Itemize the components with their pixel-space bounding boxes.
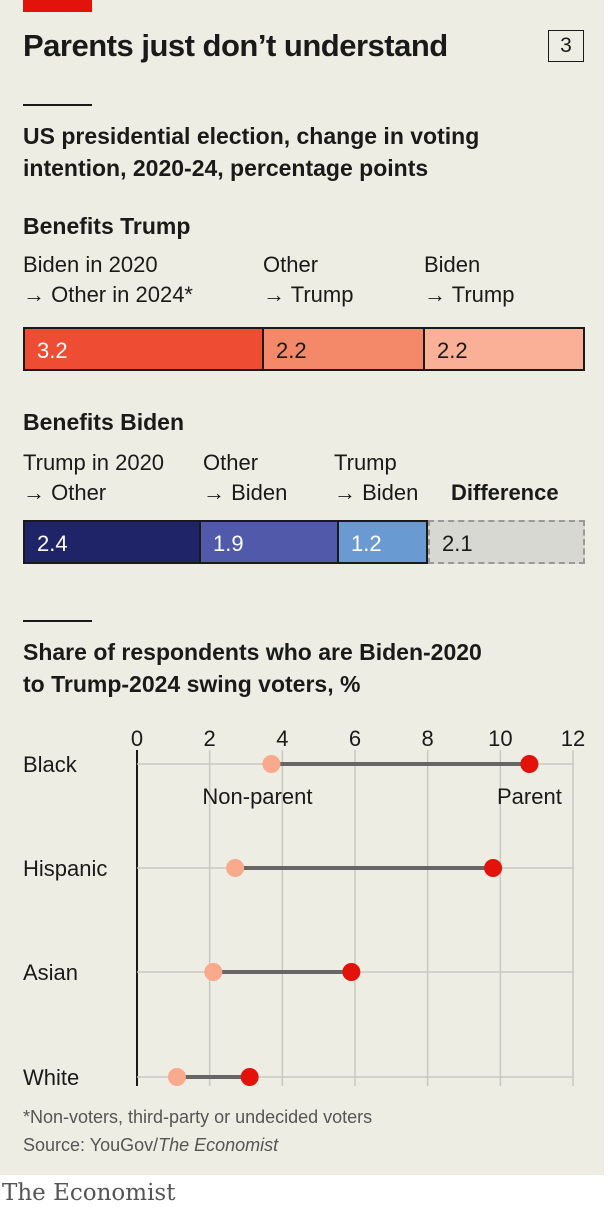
- biden-stacked-bar: 2.4 1.9 1.2 2.1: [23, 520, 585, 564]
- category-label: White: [23, 1065, 79, 1090]
- difference-label: Difference: [451, 480, 559, 505]
- category-label: Asian: [23, 960, 78, 985]
- category-label: Hispanic: [23, 856, 107, 881]
- biden-segment: 1.2: [338, 520, 428, 564]
- parent-point: [484, 859, 503, 877]
- source-publication: The Economist: [158, 1135, 279, 1155]
- chart-number: 3: [548, 30, 584, 62]
- footnote: *Non-voters, third-party or undecided vo…: [23, 1107, 373, 1127]
- chart-subtitle: US presidential election, change in voti…: [23, 123, 480, 181]
- parent-point: [240, 1068, 259, 1086]
- series-label-nonparent: Non-parent: [202, 784, 312, 809]
- divider-rule: [23, 620, 92, 622]
- biden-segment: 2.4: [23, 520, 200, 564]
- tick-label: 10: [488, 726, 512, 751]
- source-note: Source: YouGov/The Economist: [23, 1135, 278, 1156]
- trump-segment: 3.2: [23, 327, 263, 371]
- tick-label: 12: [561, 726, 585, 751]
- chart-panel: Parents just don’t understand 3 US presi…: [0, 0, 604, 1175]
- category-label: Black: [23, 752, 78, 777]
- series-label-parent: Parent: [497, 784, 562, 809]
- parent-point: [342, 963, 361, 981]
- biden-section-heading: Benefits Biden: [23, 409, 185, 435]
- tick-label: 6: [349, 726, 361, 751]
- biden-col-label: Other → Biden: [203, 450, 288, 505]
- trump-col-label: Biden → Trump: [424, 252, 515, 307]
- trump-segment: 2.2: [263, 327, 424, 371]
- parent-point: [520, 755, 539, 773]
- trump-segment: 2.2: [424, 327, 585, 371]
- nonparent-point: [204, 963, 223, 981]
- biden-col-label: Trump in 2020 → Other: [23, 450, 165, 505]
- tick-label: 4: [276, 726, 288, 751]
- trump-col-label: Other → Trump: [263, 252, 354, 307]
- nonparent-point: [262, 755, 281, 773]
- trump-col-label: Biden in 2020 → Other in 2024*: [23, 252, 193, 307]
- biden-col-label: Trump → Biden: [334, 450, 419, 505]
- chart-title: Parents just don’t understand: [23, 28, 448, 63]
- difference-segment: 2.1: [428, 520, 585, 564]
- dotplot-svg: 0 2 4 6 8 10 12 Black Hispanic Asian White Non-pare…: [23, 726, 585, 1090]
- dotplot-title: Share of respondents who are Biden-2020 …: [23, 639, 482, 697]
- trump-section-heading: Benefits Trump: [23, 213, 191, 239]
- tick-label: 8: [422, 726, 434, 751]
- source-prefix: Source: YouGov/: [23, 1135, 159, 1155]
- nonparent-point: [226, 859, 245, 877]
- trump-stacked-bar: 3.2 2.2 2.2: [23, 327, 585, 371]
- economist-logo-text: The Economist: [2, 1180, 176, 1206]
- tick-label: 2: [204, 726, 216, 751]
- divider-rule: [23, 104, 92, 106]
- tick-label: 0: [131, 726, 143, 751]
- biden-segment: 1.9: [200, 520, 338, 564]
- red-accent-bar: [23, 0, 92, 12]
- nonparent-point: [167, 1068, 186, 1086]
